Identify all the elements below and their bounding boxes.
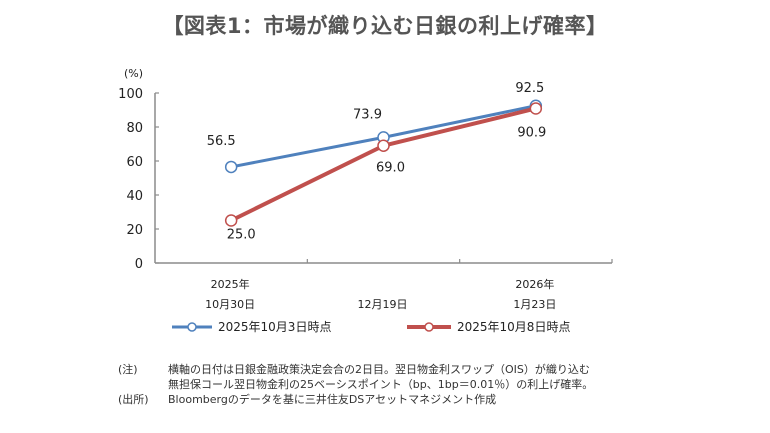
note-row: (注) 横軸の日付は日銀金融政策決定会合の2日目。翌日物金利スワップ（OIS）が… — [118, 362, 593, 392]
legend-label-series-1: 2025年10月3日時点 — [218, 320, 332, 334]
y-tick-label: 20 — [126, 223, 143, 238]
source-line: Bloombergのデータを基に三井住友DSアセットマネジメント作成 — [168, 393, 497, 406]
legend-marker-red-icon — [407, 321, 451, 332]
footnotes: (注) 横軸の日付は日銀金融政策決定会合の2日目。翌日物金利スワップ（OIS）が… — [118, 362, 593, 407]
x-tick-label-date: 10月30日 — [205, 298, 255, 311]
note-line: 無担保コール翌日物金利の25ベーシスポイント（bp、1bp＝0.01％）の利上げ… — [168, 378, 594, 391]
data-label: 73.9 — [353, 107, 382, 122]
y-tick-label: 60 — [126, 155, 143, 170]
axes: 0 20 40 60 80 100 (%) 2025年 10月30日 12月19日 2026年 1月2… — [118, 67, 613, 311]
x-tick-label-date: 12月19日 — [358, 298, 408, 311]
y-tick-label: 0 — [135, 257, 143, 272]
series-layer — [224, 99, 543, 227]
chart-title: 【図表1：市場が織り込む日銀の利上げ確率】 — [162, 14, 608, 38]
y-tick-label: 40 — [126, 189, 143, 204]
data-point-marker — [377, 139, 390, 152]
labels-layer: 56.5 73.9 92.5 25.0 69.0 90.9 — [207, 81, 547, 243]
legend-label-series-2: 2025年10月8日時点 — [457, 320, 571, 334]
data-label: 90.9 — [517, 125, 546, 140]
data-label: 56.5 — [207, 134, 236, 149]
x-tick-label-year: 2026年 — [515, 277, 554, 291]
legend: 2025年10月3日時点 2025年10月8日時点 — [170, 318, 630, 340]
y-axis-unit-label: (%) — [124, 67, 143, 80]
y-tick-label: 100 — [118, 87, 143, 102]
data-point-marker — [529, 102, 543, 115]
data-label: 92.5 — [515, 81, 544, 96]
data-point-marker — [224, 214, 238, 227]
data-point-marker — [224, 160, 238, 174]
x-tick-label-date: 1月23日 — [513, 298, 556, 311]
legend-item-series-2: 2025年10月8日時点 — [405, 318, 570, 335]
note-line: 横軸の日付は日銀金融政策決定会合の2日目。翌日物金利スワップ（OIS）が織り込む — [168, 363, 590, 376]
legend-marker-blue-icon — [172, 321, 212, 332]
source-row: (出所) Bloombergのデータを基に三井住友DSアセットマネジメント作成 — [118, 392, 593, 407]
data-label: 25.0 — [227, 228, 256, 243]
y-tick-label: 80 — [126, 121, 143, 136]
x-tick-label-year: 2025年 — [211, 277, 250, 291]
data-label: 69.0 — [376, 161, 405, 176]
legend-item-series-1: 2025年10月3日時点 — [170, 318, 331, 335]
note-key: (注) — [118, 363, 138, 376]
source-key: (出所) — [118, 393, 149, 406]
